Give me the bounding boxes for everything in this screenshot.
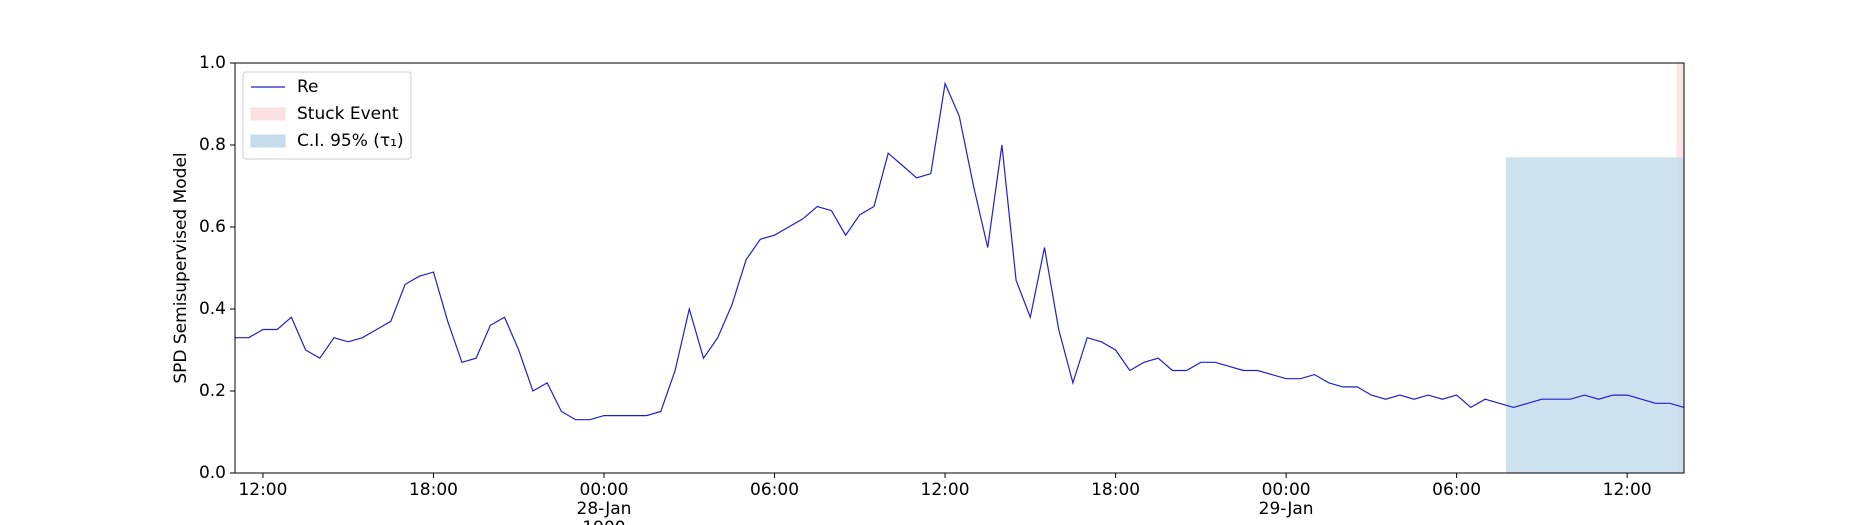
y-tick-label: 0.0 — [199, 463, 226, 483]
x-tick-label-line: 12:00 — [238, 480, 287, 500]
x-tick-label-line: 06:00 — [750, 480, 799, 500]
y-tick-label: 0.4 — [199, 299, 226, 319]
x-tick-label-line: 12:00 — [921, 480, 970, 500]
span — [1505, 157, 1684, 474]
y-axis-label: SPD Semisupervised Model — [171, 152, 191, 383]
y-tick-label: 0.6 — [199, 217, 226, 237]
x-tick-label-line: 00:00 — [1262, 480, 1311, 500]
legend-label: Stuck Event — [297, 104, 399, 124]
x-tick-label-line: 00:00 — [580, 480, 629, 500]
x-tick-label: 06:00 — [1432, 480, 1481, 500]
x-tick-label-line: 12:00 — [1603, 480, 1652, 500]
x-tick-label-line: 28-Jan — [577, 499, 632, 519]
legend-label: C.I. 95% (τ₁) — [297, 131, 404, 151]
x-tick-label: 18:00 — [1091, 480, 1140, 500]
axes-frame — [234, 62, 1685, 474]
line — [234, 81, 1685, 421]
x-tick-label-line: 1900 — [582, 518, 625, 525]
x-tick-label-line: 18:00 — [1091, 480, 1140, 500]
x-tick-label: 18:00 — [409, 480, 458, 500]
x-tick-label-line: 18:00 — [409, 480, 458, 500]
x-tick-label: 12:00 — [921, 480, 970, 500]
y-tick-label: 1.0 — [199, 53, 226, 73]
x-tick-label-line: 06:00 — [1432, 480, 1481, 500]
x-tick-label-line: 29-Jan — [1259, 499, 1314, 519]
y-tick-label: 0.8 — [199, 135, 226, 155]
x-tick-label: 06:00 — [750, 480, 799, 500]
y-tick-label: 0.2 — [199, 381, 226, 401]
x-tick-label: 12:00 — [238, 480, 287, 500]
x-tick-label: 00:00 29-Jan — [1259, 480, 1314, 519]
legend-patch — [250, 134, 286, 148]
legend-patch — [250, 107, 286, 121]
x-tick-label: 12:00 — [1603, 480, 1652, 500]
legend-label: Re — [297, 77, 319, 97]
